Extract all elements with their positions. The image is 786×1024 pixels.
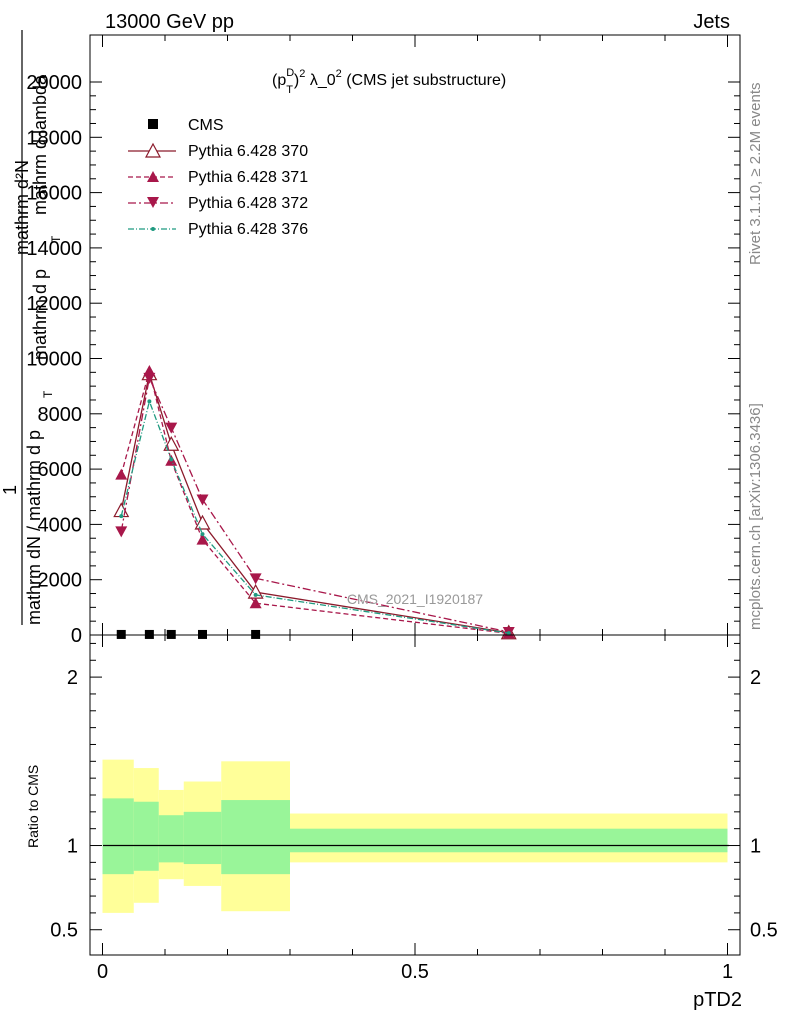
analysis-watermark: CMS_2021_I1920187 bbox=[347, 591, 483, 607]
y-label-fragment-2: mathrm d p bbox=[30, 269, 50, 360]
ratio-band-inner bbox=[102, 798, 134, 875]
ratio-y-tick-label-right: 1 bbox=[750, 836, 761, 858]
y-tick-label: 8000 bbox=[38, 404, 83, 426]
data-point-370 bbox=[194, 514, 211, 530]
data-point-376 bbox=[253, 592, 258, 597]
x-tick-label: 0 bbox=[97, 961, 108, 983]
ratio-y-tick-label: 1 bbox=[67, 836, 78, 858]
y-tick-label: 16000 bbox=[26, 183, 82, 205]
data-point-372 bbox=[165, 422, 178, 434]
ratio-band-inner bbox=[158, 815, 184, 863]
main-x-ticks bbox=[102, 35, 728, 635]
ratio-band-inner bbox=[221, 800, 290, 875]
data-point-cms bbox=[166, 629, 176, 639]
data-point-376 bbox=[506, 631, 511, 636]
legend-label-371: Pythia 6.428 371 bbox=[188, 169, 308, 186]
data-point-376 bbox=[169, 457, 174, 462]
legend-entry-cms: CMS bbox=[148, 117, 224, 134]
data-point-372 bbox=[249, 573, 262, 585]
y-label-fragment-6: T bbox=[49, 235, 63, 243]
y-label-fragment-4: 1 bbox=[0, 485, 20, 495]
legend-entry-372: Pythia 6.428 372 bbox=[128, 195, 308, 212]
series-line-1 bbox=[120, 373, 509, 634]
main-y-axis: 0 2000 4000 6000 8000 10000 12000 14000 16000 180… bbox=[26, 72, 740, 647]
legend-label-370: Pythia 6.428 370 bbox=[188, 143, 308, 160]
y-tick-label: 10000 bbox=[26, 349, 82, 371]
data-point-376 bbox=[119, 514, 124, 519]
y-tick-label: 4000 bbox=[38, 514, 83, 536]
ratio-y-tick-label-right: 0.5 bbox=[750, 920, 778, 942]
data-point-371 bbox=[115, 468, 128, 480]
header-left-title: 13000 GeV pp bbox=[105, 11, 234, 33]
main-y-axis-label: mathrm d²N mathrm d p mathrm d lambda 1 … bbox=[0, 30, 63, 625]
ratio-y-tick-label: 2 bbox=[67, 667, 78, 689]
data-point-372 bbox=[196, 494, 209, 506]
y-tick-label: 12000 bbox=[26, 293, 82, 315]
ratio-x-axis: 0 0.5 1 bbox=[97, 635, 733, 983]
series-line-2 bbox=[120, 370, 509, 634]
y-label-fragment-3: mathrm d lambda bbox=[30, 74, 50, 215]
data-point-372 bbox=[115, 526, 128, 538]
mcplots-text: mcplots.cern.ch [arXiv:1306.3436] bbox=[747, 403, 764, 630]
legend-marker-cms bbox=[148, 119, 158, 129]
series-line-3 bbox=[120, 375, 509, 633]
legend-entry-376: Pythia 6.428 376 bbox=[128, 221, 308, 238]
ratio-y-axis: 0.5 0.5 1 1 2 2 bbox=[50, 642, 778, 942]
legend-entry-371: Pythia 6.428 371 bbox=[128, 169, 308, 186]
data-point-371 bbox=[196, 533, 209, 545]
legend-marker-376 bbox=[151, 227, 155, 231]
x-tick-label: 1 bbox=[722, 961, 733, 983]
rivet-version-text: Rivet 3.1.10, ≥ 2.2M events bbox=[747, 83, 764, 266]
y-label-fragment-7: T bbox=[41, 390, 55, 398]
series-layer bbox=[113, 364, 517, 640]
ratio-uncertainty-bands bbox=[102, 759, 728, 913]
data-point-cms bbox=[144, 629, 154, 639]
ratio-y-tick-label: 0.5 bbox=[50, 920, 78, 942]
y-tick-label: 14000 bbox=[26, 238, 82, 260]
legend-label-372: Pythia 6.428 372 bbox=[188, 195, 308, 212]
ratio-y-tick-label-right: 2 bbox=[750, 667, 761, 689]
legend-label-cms: CMS bbox=[188, 117, 224, 134]
y-label-fragment-5: mathrm dN / mathrm d p bbox=[24, 430, 44, 625]
plot-title: (pD T)2 λ_02 (CMS jet substructure) bbox=[272, 67, 506, 96]
x-tick-label: 0.5 bbox=[401, 961, 429, 983]
main-plot-panel: 0 2000 4000 6000 8000 10000 12000 14000 16000 180… bbox=[0, 30, 741, 647]
ratio-band-inner bbox=[133, 801, 159, 871]
ratio-plot-panel: 0.5 0.51 12 2 0 0.5 1 Ratio to CMS pTD2 bbox=[25, 634, 778, 1011]
y-tick-label: 20000 bbox=[26, 72, 82, 94]
ratio-band-inner bbox=[290, 828, 728, 853]
y-tick-label: 6000 bbox=[38, 459, 83, 481]
data-point-cms bbox=[251, 629, 261, 639]
legend-marker-371 bbox=[147, 171, 159, 182]
data-point-cms bbox=[116, 629, 126, 639]
data-point-376 bbox=[147, 399, 152, 404]
series-line-4 bbox=[120, 399, 509, 634]
legend: CMS Pythia 6.428 370 Pythia 6.428 371 Py… bbox=[128, 117, 308, 238]
ratio-y-axis-label: Ratio to CMS bbox=[25, 765, 41, 848]
y-tick-label: 18000 bbox=[26, 127, 82, 149]
legend-entry-370: Pythia 6.428 370 bbox=[128, 142, 308, 160]
legend-marker-372 bbox=[147, 197, 159, 208]
y-tick-label: 2000 bbox=[38, 570, 83, 592]
data-point-376 bbox=[200, 532, 205, 537]
legend-label-376: Pythia 6.428 376 bbox=[188, 221, 308, 238]
x-axis-label: pTD2 bbox=[693, 989, 742, 1011]
y-tick-label: 0 bbox=[71, 625, 82, 647]
header-right-title: Jets bbox=[693, 11, 730, 33]
ratio-band-inner bbox=[183, 811, 222, 865]
data-point-cms bbox=[198, 629, 207, 639]
legend-marker-370 bbox=[144, 142, 162, 158]
data-point-372 bbox=[143, 372, 156, 384]
data-point-371 bbox=[249, 597, 262, 609]
